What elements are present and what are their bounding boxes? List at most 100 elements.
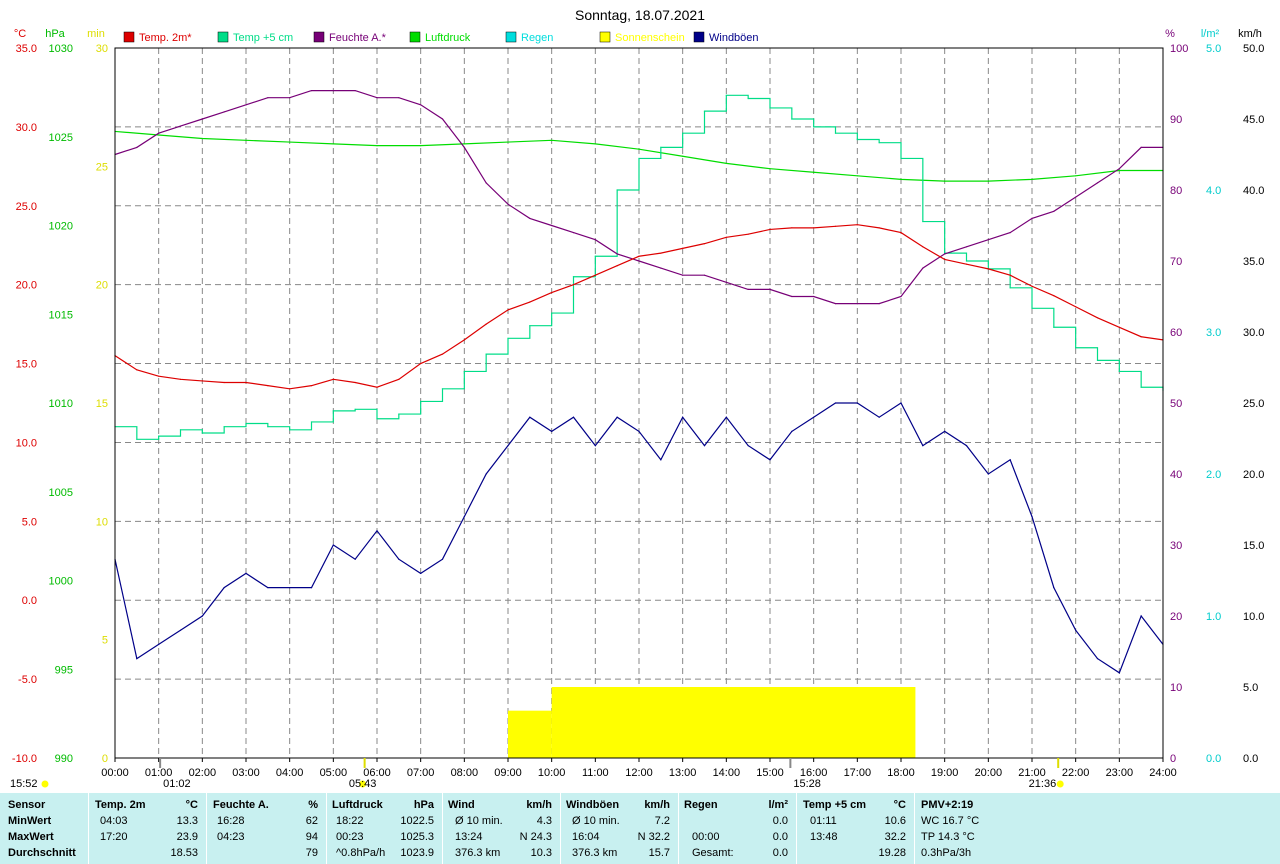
humidity-axis-tick: 10	[1170, 682, 1182, 694]
table-cell-temp-value: 13.3	[176, 815, 198, 827]
header-temp5-unit: °C	[893, 799, 906, 811]
gust-axis-tick: 5.0	[1243, 682, 1258, 694]
gust-axis-tick: 30.0	[1243, 327, 1264, 339]
data-point	[769, 288, 771, 290]
data-point	[616, 189, 618, 191]
header-sensor: Sensor	[8, 799, 46, 811]
data-point	[354, 558, 356, 560]
data-point	[310, 385, 313, 387]
table-cell-hum-value: 94	[305, 831, 318, 843]
data-point	[638, 255, 640, 257]
data-point	[856, 138, 858, 141]
data-point	[1075, 306, 1077, 308]
data-point	[1075, 347, 1077, 349]
legend-label: Windböen	[709, 32, 759, 44]
row-label: MaxWert	[8, 831, 54, 843]
header-gust: Windböen	[566, 799, 620, 811]
table-cell-gust-value: N 32.2	[637, 831, 670, 843]
data-point	[682, 416, 684, 418]
humidity-axis-tick: 100	[1170, 43, 1188, 55]
data-point	[507, 203, 509, 205]
data-point	[900, 402, 902, 404]
data-point	[485, 473, 487, 475]
gust-axis-tick: 0.0	[1243, 753, 1258, 765]
data-point	[201, 615, 203, 617]
data-point	[201, 432, 203, 434]
temp-axis-tick: 35.0	[16, 43, 37, 55]
data-point	[616, 265, 618, 267]
data-point	[965, 260, 968, 262]
data-point	[485, 323, 487, 325]
data-point	[223, 587, 225, 589]
data-point	[572, 416, 575, 418]
data-point	[660, 267, 662, 269]
table-cell-wind-value: 4.3	[536, 815, 552, 827]
pressure-axis-tick: 995	[55, 664, 73, 676]
data-point	[682, 132, 684, 134]
data-point	[551, 430, 553, 432]
data-point	[638, 260, 640, 262]
data-point	[856, 175, 858, 177]
data-point	[420, 400, 422, 403]
data-point	[201, 137, 203, 140]
data-point	[223, 381, 225, 384]
data-point	[965, 246, 968, 248]
legend-swatch	[313, 31, 325, 43]
data-point	[1075, 175, 1077, 177]
header-hum-unit: %	[308, 799, 318, 811]
legend: Temp. 2m* Temp +5 cm Feuchte A.* Luftdruck R…	[123, 31, 759, 44]
data-point	[594, 143, 596, 145]
data-point	[769, 228, 771, 231]
data-point	[1096, 658, 1099, 660]
temp-unit: °C	[14, 28, 26, 40]
data-point	[834, 132, 837, 134]
legend-label: Temp +5 cm	[233, 32, 293, 44]
x-tick-label: 04:00	[276, 767, 304, 779]
sun-axis-tick: 5	[102, 635, 108, 647]
data-point	[1009, 274, 1011, 276]
data-point	[267, 426, 269, 428]
legend-swatch	[505, 31, 517, 43]
header-hum: Feuchte A.	[213, 799, 269, 811]
data-point	[747, 233, 749, 235]
data-point	[245, 104, 247, 106]
header-press-unit: hPa	[413, 799, 434, 811]
data-point	[1031, 178, 1033, 180]
data-point	[463, 370, 465, 373]
row-label: MinWert	[8, 815, 52, 827]
sunshine-bar	[551, 687, 916, 758]
x-tick-label: 24:00	[1149, 767, 1177, 779]
table-cell-press-value: 1022.5	[400, 815, 434, 827]
data-point	[398, 413, 400, 415]
table-cell-rain-value: 0.0	[772, 847, 788, 859]
legend-swatch	[599, 31, 611, 43]
x-tick-label: 16:00	[800, 767, 828, 779]
moonrise-icon	[41, 780, 49, 788]
header-wind-unit: km/h	[526, 799, 552, 811]
data-point	[551, 291, 553, 294]
data-point	[856, 224, 858, 226]
data-point	[485, 182, 487, 184]
rain-axis-tick: 2.0	[1206, 469, 1221, 481]
data-point	[1075, 196, 1077, 198]
table-cell-pmv: TP 14.3 °C	[921, 831, 975, 843]
header-rain: Regen	[684, 799, 718, 811]
data-point	[158, 134, 160, 136]
table-cell-temp5-value: 10.6	[884, 815, 906, 827]
data-point	[725, 236, 727, 238]
pressure-axis-tick: 1025	[49, 132, 73, 144]
data-point	[1096, 317, 1099, 319]
data-point	[813, 295, 815, 298]
data-point	[1009, 287, 1011, 289]
data-point	[1096, 182, 1099, 184]
data-point	[463, 146, 465, 148]
table-cell-press-label: 00:23	[336, 831, 364, 843]
x-tick-label: 07:00	[407, 767, 435, 779]
data-point	[179, 629, 182, 631]
header-rain-unit: l/m²	[768, 799, 788, 811]
data-point	[158, 435, 160, 437]
data-point	[441, 388, 444, 390]
data-point	[376, 145, 378, 147]
table-separator	[326, 793, 327, 864]
data-point	[834, 303, 837, 305]
